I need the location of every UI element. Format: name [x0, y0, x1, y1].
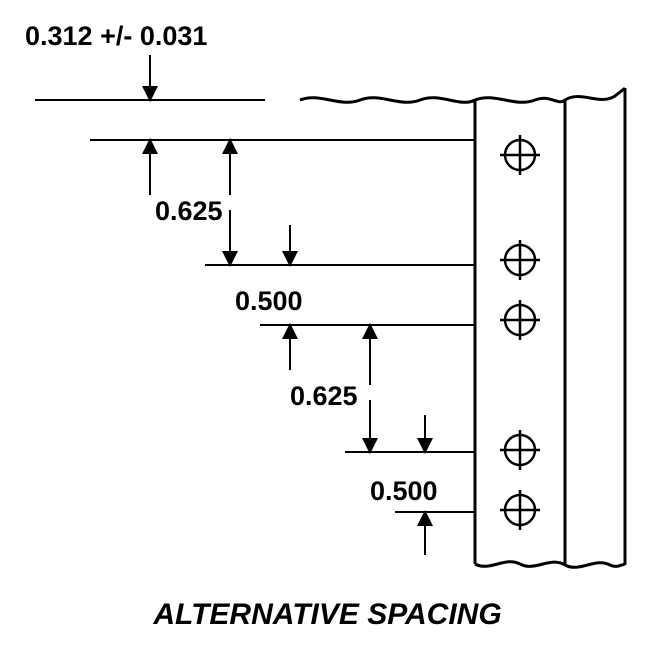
hole-5	[500, 490, 540, 530]
hole-1	[500, 135, 540, 175]
dim-2: 0.500	[235, 286, 303, 316]
diagram-title: ALTERNATIVE SPACING	[0, 598, 655, 632]
hole-3	[500, 300, 540, 340]
dim-3: 0.625	[290, 381, 358, 411]
dim-4: 0.500	[370, 476, 438, 506]
dim-top-tolerance: 0.312 +/- 0.031	[25, 21, 207, 51]
hole-2	[500, 240, 540, 280]
hole-4	[500, 430, 540, 470]
dim-1: 0.625	[155, 196, 223, 226]
